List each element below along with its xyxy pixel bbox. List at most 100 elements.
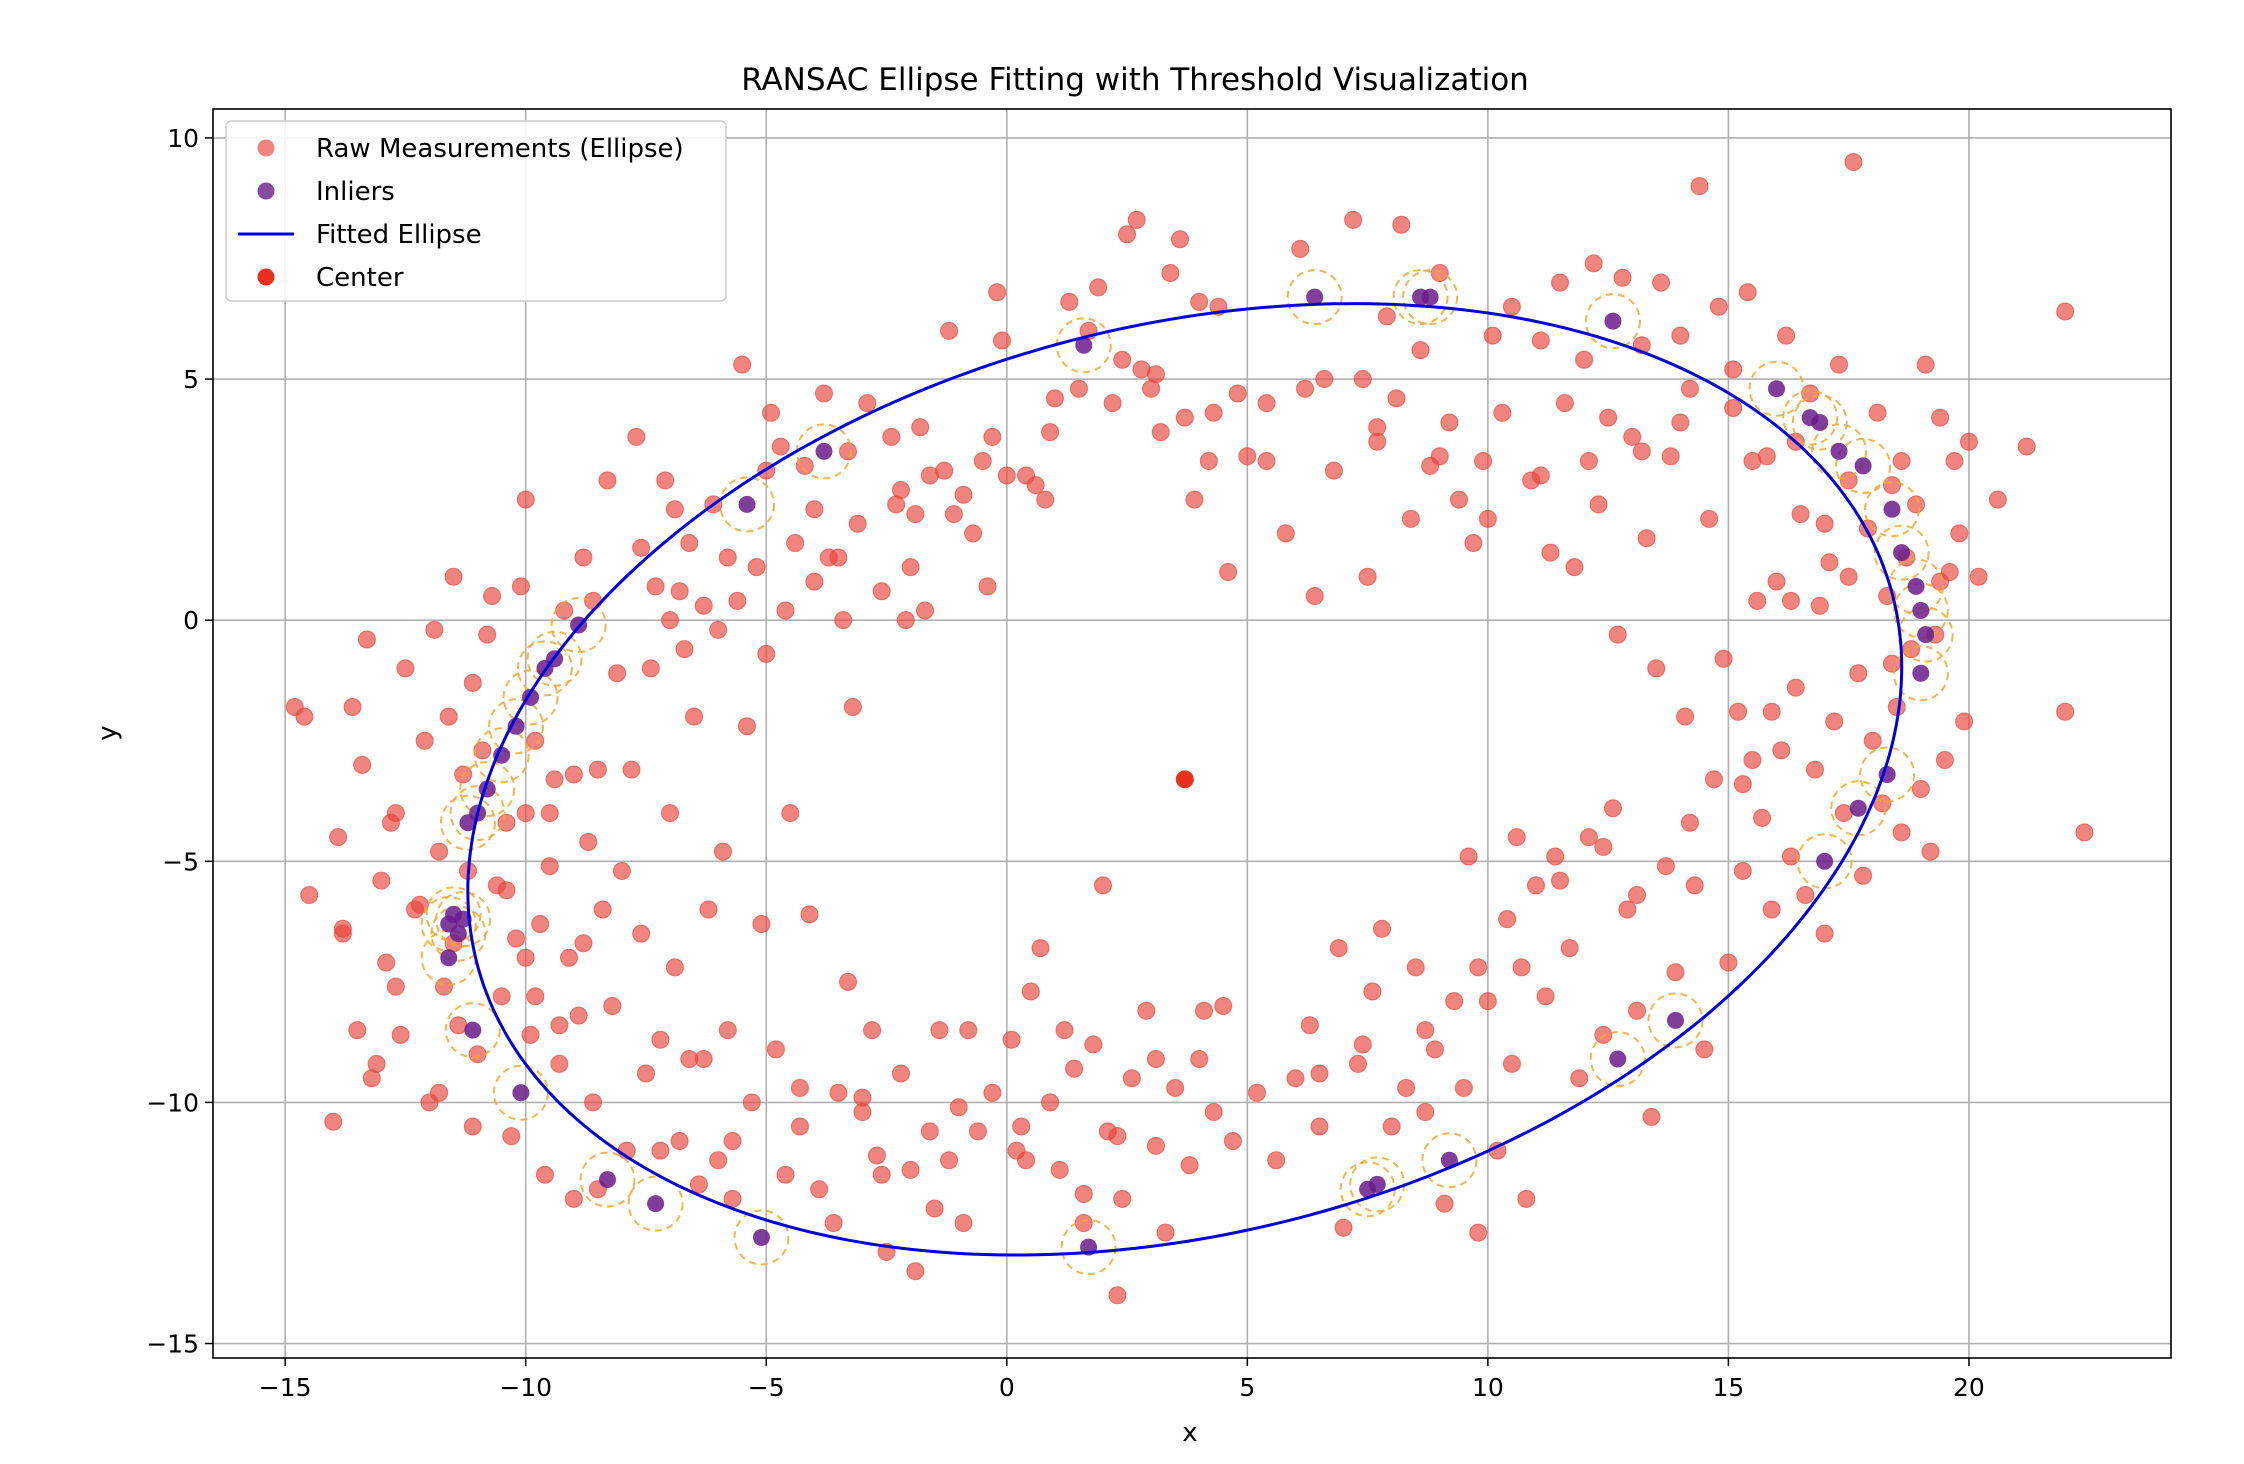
raw-point xyxy=(1849,664,1868,683)
legend-item: Fitted Ellipse xyxy=(238,220,482,250)
raw-point xyxy=(728,591,747,610)
raw-point xyxy=(920,1122,939,1141)
raw-point xyxy=(839,972,858,991)
raw-point xyxy=(1238,447,1257,466)
raw-point xyxy=(858,394,877,413)
raw-point xyxy=(1185,490,1204,509)
raw-point xyxy=(1603,799,1622,818)
raw-point xyxy=(747,558,766,577)
raw-point xyxy=(891,1064,910,1083)
raw-point xyxy=(723,1131,742,1150)
raw-point xyxy=(1579,452,1598,471)
raw-point xyxy=(901,1160,920,1179)
raw-point xyxy=(680,534,699,553)
raw-point xyxy=(1382,1117,1401,1136)
raw-point xyxy=(665,500,684,519)
raw-point xyxy=(1180,1156,1199,1175)
threshold-circle xyxy=(473,727,530,784)
raw-point xyxy=(516,948,535,967)
raw-point xyxy=(848,514,867,533)
raw-point xyxy=(1113,350,1132,369)
y-axis-label: y xyxy=(93,725,123,740)
raw-point xyxy=(550,1016,569,1035)
raw-point xyxy=(1411,341,1430,360)
raw-point xyxy=(863,1021,882,1040)
raw-point xyxy=(1146,365,1165,384)
raw-point xyxy=(1921,842,1940,861)
inlier-point xyxy=(1917,626,1935,644)
raw-point xyxy=(675,640,694,659)
raw-point xyxy=(1781,591,1800,610)
raw-point xyxy=(1425,1040,1444,1059)
raw-point xyxy=(1469,1223,1488,1242)
raw-point xyxy=(1762,702,1781,721)
legend-item: Raw Measurements (Ellipse) xyxy=(257,134,684,164)
raw-point xyxy=(564,1189,583,1208)
raw-point xyxy=(367,1054,386,1073)
raw-point xyxy=(1296,379,1315,398)
raw-point xyxy=(608,664,627,683)
raw-point xyxy=(1613,268,1632,287)
threshold-circle xyxy=(516,640,573,697)
raw-point xyxy=(415,731,434,750)
raw-point xyxy=(1546,847,1565,866)
y-tick-label: 5 xyxy=(183,365,199,394)
y-tick-label: −5 xyxy=(162,847,199,876)
raw-point xyxy=(1387,389,1406,408)
threshold-circle xyxy=(1791,394,1848,451)
raw-point xyxy=(1219,562,1238,581)
raw-point xyxy=(973,452,992,471)
chart-title: RANSAC Ellipse Fitting with Threshold Vi… xyxy=(741,62,1529,98)
raw-point xyxy=(1690,177,1709,196)
raw-point xyxy=(516,490,535,509)
raw-point xyxy=(651,1141,670,1160)
raw-point xyxy=(1830,355,1849,374)
raw-point xyxy=(1834,804,1853,823)
raw-point xyxy=(1305,587,1324,606)
raw-point xyxy=(1671,326,1690,345)
raw-point xyxy=(300,886,319,905)
raw-point xyxy=(1440,413,1459,432)
raw-point xyxy=(1748,591,1767,610)
inlier-point xyxy=(1368,1175,1386,1193)
raw-point xyxy=(1695,1040,1714,1059)
raw-point xyxy=(1589,495,1608,514)
raw-point xyxy=(713,842,732,861)
inlier-point xyxy=(1801,409,1819,427)
threshold-circle xyxy=(1748,360,1805,417)
legend-label: Fitted Ellipse xyxy=(316,220,482,250)
raw-point xyxy=(449,1016,468,1035)
raw-point xyxy=(661,611,680,630)
raw-point xyxy=(1911,779,1930,798)
raw-point xyxy=(1069,379,1088,398)
raw-point xyxy=(954,1213,973,1232)
raw-point xyxy=(665,958,684,977)
y-tick-label: 10 xyxy=(167,124,199,153)
x-tick-label: 10 xyxy=(1472,1373,1504,1402)
raw-point xyxy=(1108,1286,1127,1305)
raw-point xyxy=(1733,775,1752,794)
threshold-circle xyxy=(1863,481,1920,538)
raw-point xyxy=(992,331,1011,350)
raw-point xyxy=(959,1021,978,1040)
raw-point xyxy=(1512,958,1531,977)
raw-point xyxy=(2075,823,2094,842)
raw-point xyxy=(1892,452,1911,471)
raw-point xyxy=(646,577,665,596)
raw-point xyxy=(1724,398,1743,417)
raw-point xyxy=(588,760,607,779)
legend-item: Inliers xyxy=(257,177,395,207)
raw-point xyxy=(805,572,824,591)
raw-point xyxy=(1632,442,1651,461)
raw-point xyxy=(1310,1117,1329,1136)
raw-point xyxy=(1531,331,1550,350)
raw-point xyxy=(834,611,853,630)
raw-point xyxy=(1502,297,1521,316)
raw-point xyxy=(1344,210,1363,229)
raw-point xyxy=(800,905,819,924)
raw-point xyxy=(1373,919,1392,938)
raw-point xyxy=(1541,543,1560,562)
raw-point xyxy=(1368,418,1387,437)
raw-point xyxy=(473,741,492,760)
raw-point xyxy=(1026,476,1045,495)
